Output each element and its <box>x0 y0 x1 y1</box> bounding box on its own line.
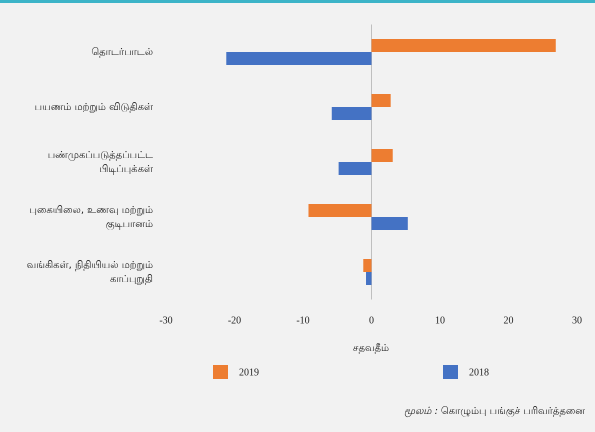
y-tick-label: வங்கிகள், நிதியியல் மற்றும் காப்புறுதி <box>27 260 153 285</box>
y-tick-label: தொடர்பாடல் <box>91 47 153 58</box>
legend-label: 2019 <box>239 367 259 378</box>
y-tick-label-line: குடிபானம் <box>106 219 153 231</box>
y-tick-label-line: காப்புறுதி <box>110 274 153 285</box>
source-label: மூலம் : <box>404 406 438 418</box>
bar <box>308 204 372 217</box>
x-tick-label: 0 <box>369 315 374 326</box>
legend-label: 2018 <box>469 367 489 378</box>
legend-swatch <box>213 365 228 379</box>
legend-swatch <box>443 365 458 379</box>
y-tick-label-line: தொடர்பாடல் <box>91 47 153 58</box>
x-tick-label: 20 <box>504 315 514 326</box>
y-tick-label-line: பயணம் மற்றும் விடுதிகள் <box>35 102 153 113</box>
y-tick-label-line: பண்முகப்படுத்தப்பட்ட <box>48 150 153 161</box>
x-tick-label: -30 <box>159 315 172 326</box>
y-tick-label-line: பிடிப்புக்கள் <box>99 164 153 175</box>
y-tick-label-line: வங்கிகள், நிதியியல் மற்றும் <box>27 260 153 271</box>
x-tick-label: 10 <box>435 315 445 326</box>
bar <box>363 259 372 272</box>
bar <box>226 52 372 65</box>
bar <box>371 39 556 52</box>
bar <box>371 94 391 107</box>
x-tick-label: -10 <box>296 315 309 326</box>
source: கொழும்பு பங்குச் பரிவர்த்தனை <box>441 406 585 418</box>
x-tick-label: 30 <box>572 315 582 326</box>
bar <box>331 107 372 120</box>
bar <box>338 162 372 175</box>
bar <box>371 149 393 162</box>
x-tick-label: -20 <box>228 315 241 326</box>
y-tick-label: புகையிலை, உணவு மற்றும் குடிபானம் <box>30 205 154 231</box>
bar <box>366 272 372 285</box>
top-border <box>0 0 595 3</box>
x-axis-label: சதவதீம் <box>353 343 389 354</box>
y-tick-label: பயணம் மற்றும் விடுதிகள் <box>35 102 153 113</box>
bar <box>371 217 408 230</box>
y-tick-label-line: புகையிலை, உணவு மற்றும் <box>30 205 154 216</box>
y-tick-label: பண்முகப்படுத்தப்பட்ட பிடிப்புக்கள் <box>48 150 153 175</box>
